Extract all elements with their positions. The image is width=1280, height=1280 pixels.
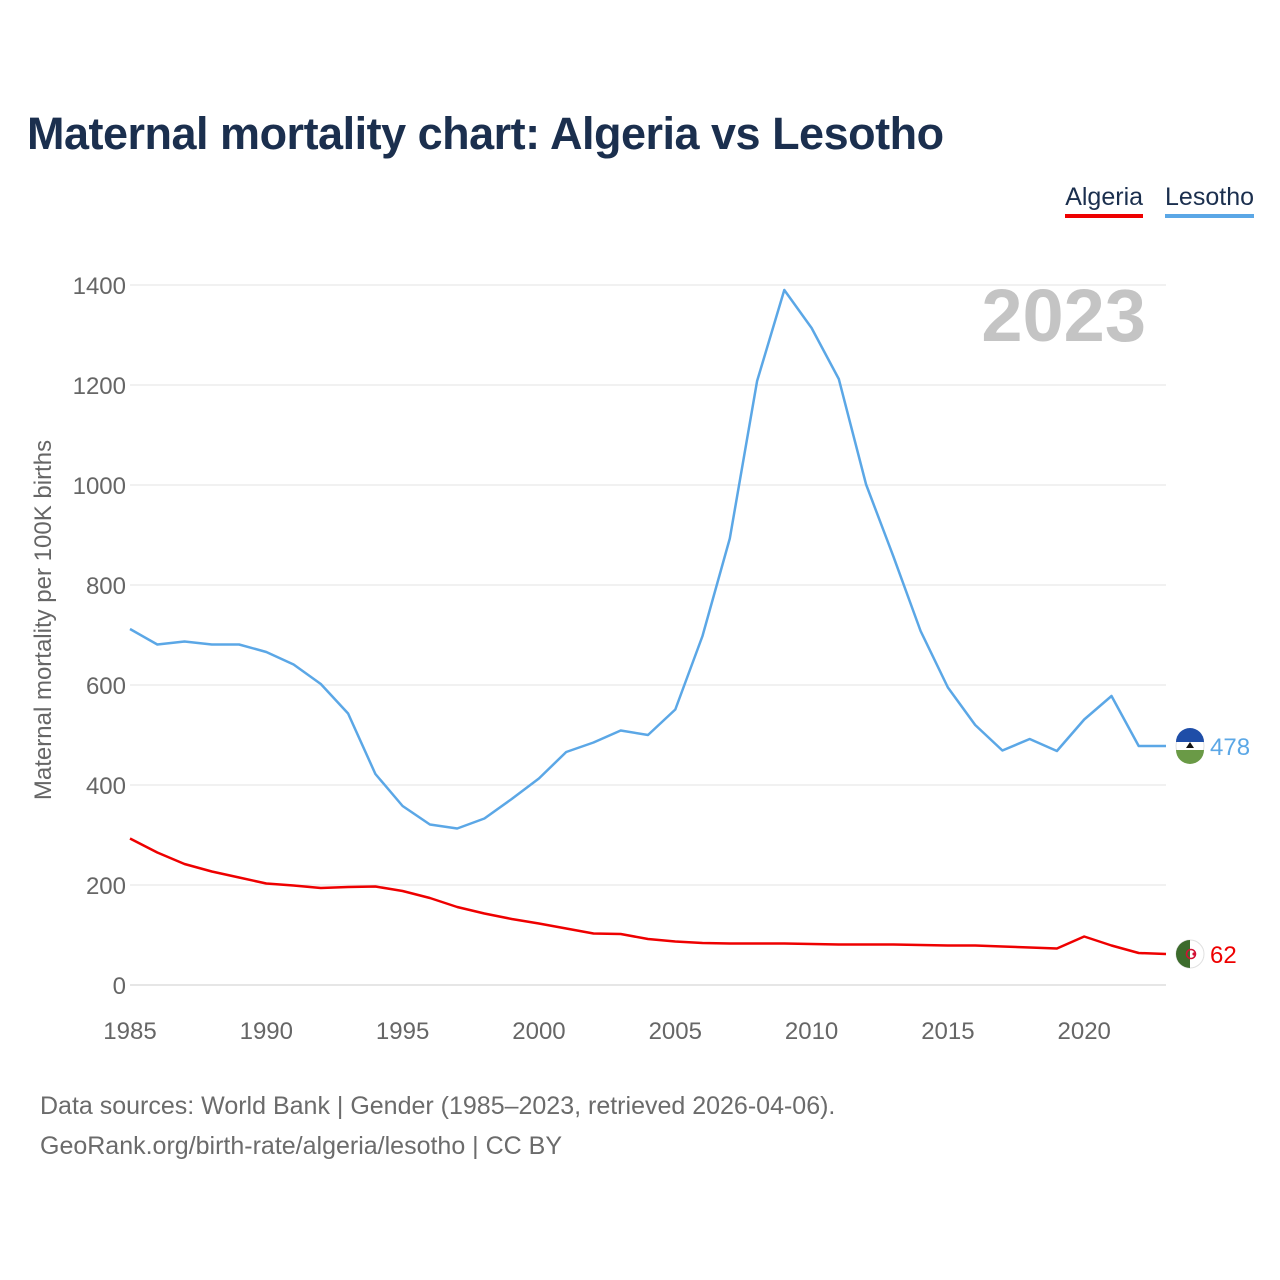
y-axis-title: Maternal mortality per 100K births <box>30 440 57 800</box>
legend-item-lesotho[interactable]: Lesotho <box>1165 183 1254 218</box>
y-tick-label-400: 400 <box>86 773 126 800</box>
year-label: 2023 <box>981 274 1146 357</box>
data-sources: Data sources: World Bank | Gender (1985–… <box>40 1086 835 1166</box>
sources-line-1: Data sources: World Bank | Gender (1985–… <box>40 1092 836 1120</box>
legend-item-algeria[interactable]: Algeria <box>1065 183 1144 218</box>
end-label-lesotho: 478 <box>1210 734 1250 761</box>
chart-title: Maternal mortality chart: Algeria vs Les… <box>27 108 944 159</box>
y-tick-label-200: 200 <box>86 873 126 900</box>
x-tick-label-2010: 2010 <box>785 1018 838 1045</box>
x-tick-label-1985: 1985 <box>103 1018 156 1045</box>
flag-star-algeria <box>1192 952 1196 956</box>
x-tick-label-2015: 2015 <box>921 1018 974 1045</box>
y-tick-label-1000: 1000 <box>73 473 126 500</box>
flag-band-lesotho-bottom <box>1176 750 1204 764</box>
x-tick-label-2020: 2020 <box>1058 1018 1111 1045</box>
flag-band-lesotho-top <box>1176 728 1204 742</box>
flag-half-algeria-green <box>1176 940 1190 968</box>
series-line-algeria <box>129 837 1167 956</box>
y-tick-label-800: 800 <box>86 573 126 600</box>
series-line-lesotho <box>129 288 1166 830</box>
x-tick-label-2000: 2000 <box>512 1018 565 1045</box>
y-tick-label-1200: 1200 <box>73 373 126 400</box>
line-chart: 0 200 400 600 800 1000 1200 1400 1985 1990 1995 200… <box>30 273 1250 1045</box>
y-tick-label-1400: 1400 <box>73 273 126 300</box>
end-label-algeria: 62 <box>1210 942 1237 969</box>
x-tick-label-1995: 1995 <box>376 1018 429 1045</box>
sources-line-2: GeoRank.org/birth-rate/algeria/lesotho |… <box>40 1132 563 1160</box>
x-tick-label-2005: 2005 <box>649 1018 702 1045</box>
y-tick-label-0: 0 <box>113 973 126 1000</box>
x-tick-label-1990: 1990 <box>240 1018 293 1045</box>
flag-emblem-lesotho <box>1186 742 1194 748</box>
legend: Algeria Lesotho <box>1065 183 1254 218</box>
y-tick-label-600: 600 <box>86 673 126 700</box>
